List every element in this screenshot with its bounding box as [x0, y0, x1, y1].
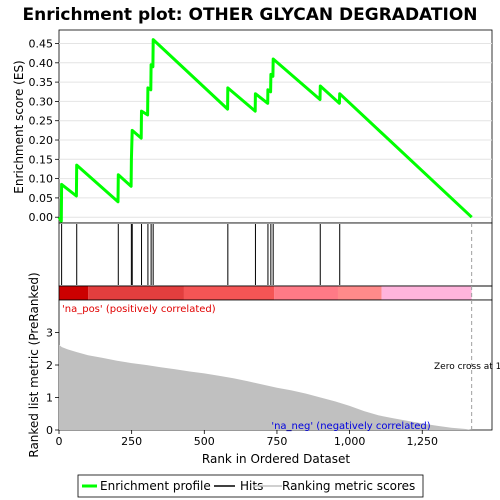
- metric-y-tick-label: 0: [46, 424, 53, 437]
- legend-label-ranking-metric: Ranking metric scores: [282, 479, 415, 493]
- ranking-metric-area: [59, 344, 472, 430]
- x-tick-label: 500: [194, 435, 215, 448]
- x-axis-label: Rank in Ordered Dataset: [202, 452, 350, 466]
- es-y-tick-label: 0.45: [29, 38, 54, 51]
- color-bar-segment: [183, 286, 275, 300]
- color-bar-segment: [88, 286, 184, 300]
- x-tick-label: 750: [266, 435, 287, 448]
- enrichment-profile-line: [57, 38, 473, 223]
- x-tick-label: 250: [121, 435, 142, 448]
- color-bar-segment: [381, 286, 472, 300]
- negative-correlation-label: 'na_neg' (negatively correlated): [271, 421, 430, 432]
- color-bar-segment: [59, 286, 89, 300]
- ranking-color-bar: [58, 285, 493, 301]
- chart-title: Enrichment plot: OTHER GLYCAN DEGRADATIO…: [22, 5, 477, 25]
- es-y-tick-label: 0.00: [29, 211, 54, 224]
- x-tick-label: 1,250: [407, 435, 439, 448]
- es-y-axis-label: Enrichment score (ES): [12, 60, 26, 193]
- es-y-tick-label: 0.25: [29, 115, 54, 128]
- color-bar-segment: [337, 286, 382, 300]
- es-y-tick-label: 0.05: [29, 192, 54, 205]
- legend-label-hits: Hits: [240, 479, 263, 493]
- es-y-tick-label: 0.10: [29, 173, 54, 186]
- legend-label-enrichment-profile: Enrichment profile: [100, 479, 211, 493]
- hits-panel: [58, 222, 493, 287]
- positive-correlation-label: 'na_pos' (positively correlated): [62, 304, 216, 315]
- metric-y-tick-label: 2: [46, 359, 53, 372]
- metric-panel: 0 1 2 3 0 250 500 750 1,000 1,250 'na_pos' (posi…: [27, 223, 500, 466]
- x-tick-label: 1,000: [334, 435, 366, 448]
- zero-cross-label: Zero cross at 1: [434, 362, 500, 372]
- metric-y-tick-label: 3: [46, 327, 53, 340]
- es-panel-frame: [58, 29, 493, 224]
- es-panel: 0.00 0.05 0.10 0.15 0.20 0.25 0.30 0.35 0.40 0.45…: [12, 29, 493, 224]
- es-y-tick-label: 0.35: [29, 76, 54, 89]
- hits-panel-frame: [58, 222, 493, 287]
- legend: Enrichment profile Hits Ranking metric s…: [77, 474, 424, 498]
- metric-y-axis-label: Ranked list metric (PreRanked): [27, 272, 41, 457]
- metric-y-tick-label: 1: [46, 392, 53, 405]
- legend-frame: [77, 474, 424, 498]
- es-y-tick-label: 0.15: [29, 153, 54, 166]
- es-y-tick-label: 0.40: [29, 57, 54, 70]
- es-y-tick-label: 0.20: [29, 134, 54, 147]
- es-y-tick-label: 0.30: [29, 95, 54, 108]
- color-bar-segment: [274, 286, 338, 300]
- x-tick-label: 0: [56, 435, 63, 448]
